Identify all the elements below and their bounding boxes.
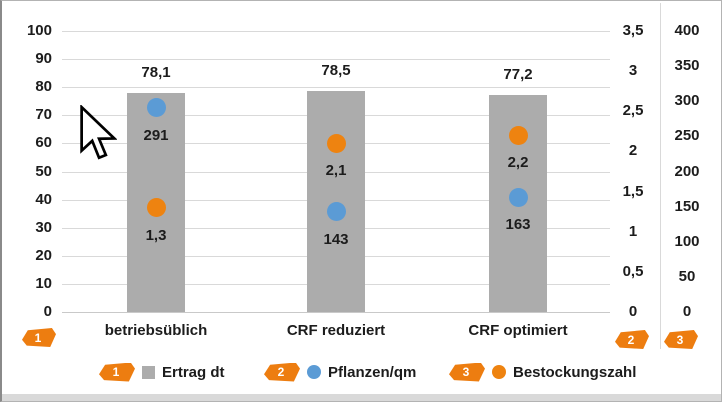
pflanzen-dot <box>326 202 346 222</box>
legend-item-pflanzen: 2 Pflanzen/qm <box>264 362 416 382</box>
pflanzen-value-label: 163 <box>505 216 531 234</box>
axis-right-outer-badge-number: 3 <box>676 332 684 347</box>
gridline <box>62 31 610 32</box>
axis-left-tick-label: 70 <box>35 106 52 124</box>
legend-badge-2: 2 <box>264 362 300 382</box>
axis-right-inner-tick-label: 0,5 <box>622 262 644 280</box>
axis-right-outer-tick-label: 150 <box>674 197 700 215</box>
bestockung-dot <box>326 133 346 153</box>
legend-badge-2-number: 2 <box>277 365 285 379</box>
axis-left-tick-label: 0 <box>43 303 52 320</box>
bestockung-value-label: 1,3 <box>145 226 167 244</box>
bar-value-label: 78,5 <box>321 62 351 80</box>
axis-left-tick-label: 60 <box>35 134 52 152</box>
axis-right-outer-tick-label: 350 <box>674 57 700 75</box>
axis-right-outer-badge: 3 <box>664 330 698 349</box>
axis-right-inner-tick-label: 1 <box>628 222 638 240</box>
legend-badge-3: 3 <box>449 362 485 382</box>
legend-badge-3-number: 3 <box>462 365 470 379</box>
axis-left-badge: 1 <box>22 328 56 347</box>
legend-badge-1-number: 1 <box>112 365 120 379</box>
orange-dot-legend-swatch <box>492 365 506 379</box>
axis-right-outer-tick-label: 100 <box>674 232 700 250</box>
axis-left-tick-label: 90 <box>35 50 52 68</box>
axis-right-inner-tick-label: 3,5 <box>622 22 644 39</box>
axis-right-inner-badge: 2 <box>615 330 649 349</box>
axis-right-inner-tick-label: 2,5 <box>622 102 644 120</box>
axis-left-tick-label: 20 <box>35 246 52 264</box>
legend-badge-1: 1 <box>99 362 135 382</box>
axis-left-badge-number: 1 <box>34 330 42 345</box>
axis-right-outer-tick-label: 50 <box>678 267 696 285</box>
legend-item-ertrag: 1 Ertrag dt <box>99 362 225 382</box>
axis-left-tick-label: 40 <box>35 190 52 208</box>
axis-right-inner-tick-label: 0 <box>628 303 638 320</box>
axis-right-outer-tick-label: 200 <box>674 162 700 180</box>
pflanzen-dot <box>146 98 166 118</box>
legend-label-pflanzen: Pflanzen/qm <box>328 363 417 381</box>
bestockung-dot <box>146 198 166 218</box>
bestockung-value-label: 2,1 <box>325 162 347 180</box>
mouse-cursor-icon <box>80 105 117 160</box>
pflanzen-dot <box>508 187 528 207</box>
axis-left-tick-label: 10 <box>35 274 52 292</box>
window-bottom-strip <box>2 394 721 401</box>
gridline <box>62 312 610 313</box>
bar-value-label: 78,1 <box>141 63 171 81</box>
axis-right-outer-tick-label: 300 <box>674 92 700 110</box>
legend-item-bestockung: 3 Bestockungszahl <box>449 362 636 382</box>
bar-legend-swatch <box>142 365 155 379</box>
axis-left-tick-label: 80 <box>35 78 52 96</box>
blue-dot-legend-swatch <box>307 365 321 379</box>
pflanzen-value-label: 143 <box>323 230 349 248</box>
right-axes-separator <box>660 3 661 349</box>
gridline <box>62 59 610 61</box>
legend-label-bestockung: Bestockungszahl <box>513 363 637 381</box>
axis-right-inner-badge-number: 2 <box>627 332 635 347</box>
axis-right-inner-tick-label: 2 <box>628 142 638 160</box>
bar <box>307 91 365 312</box>
bar-value-label: 77,2 <box>503 66 533 84</box>
axis-left-tick-label: 30 <box>35 218 52 236</box>
axis-right-inner-tick-label: 1,5 <box>622 182 644 200</box>
legend-label-ertrag: Ertrag dt <box>162 363 225 381</box>
category-label: CRF reduziert <box>286 322 386 339</box>
axis-right-outer-tick-label: 250 <box>674 127 700 145</box>
axis-left-tick-label: 50 <box>35 162 52 180</box>
category-label: betriebsüblich <box>104 322 208 339</box>
pflanzen-value-label: 291 <box>143 126 169 144</box>
axis-left-tick-label: 100 <box>26 22 52 39</box>
gridline <box>62 87 610 89</box>
axis-right-outer-tick-label: 0 <box>682 303 692 320</box>
axis-right-outer-tick-label: 400 <box>674 22 700 39</box>
category-label: CRF optimiert <box>468 322 568 339</box>
bestockung-dot <box>508 125 528 145</box>
axis-right-inner-tick-label: 3 <box>628 62 638 80</box>
bestockung-value-label: 2,2 <box>507 154 529 172</box>
